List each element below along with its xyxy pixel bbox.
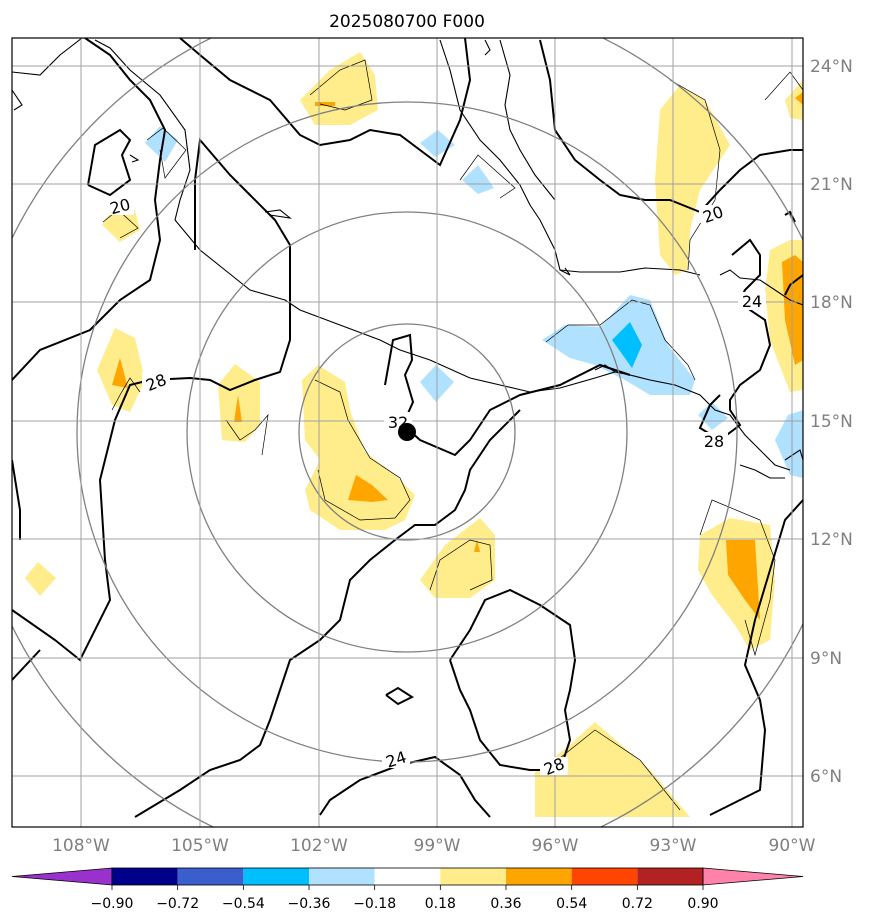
- lat-label: 12°N: [810, 530, 853, 550]
- shade-positive: [785, 80, 803, 120]
- map-frame: [11, 37, 804, 828]
- colorbar-extend-low: [11, 867, 113, 886]
- colorbar-tick-label: −0.72: [156, 896, 199, 912]
- lon-label: 108°W: [52, 836, 110, 856]
- longitude-labels: 108°W 105°W 102°W 99°W 96°W 93°W 90°W: [52, 836, 816, 856]
- colorbar-segment: [374, 868, 441, 885]
- colorbar: −0.90 −0.72 −0.54 −0.36 −0.18 0.18 0.36 0.54 0.7…: [11, 867, 804, 912]
- colorbar-tick-label: 0.54: [556, 896, 587, 912]
- shade-negative: [775, 410, 803, 478]
- lat-label: 9°N: [810, 649, 842, 669]
- lat-label: 6°N: [810, 767, 842, 787]
- latitude-labels: 24°N 21°N 18°N 15°N 12°N 9°N 6°N: [810, 57, 853, 787]
- colorbar-tick-label: 0.18: [425, 896, 456, 912]
- graticule: [12, 38, 803, 827]
- colorbar-extend-high: [702, 867, 804, 886]
- shade-positive: [302, 365, 415, 530]
- map-title: 2025080700 F000: [329, 12, 485, 32]
- shaded-anomaly-fields: [25, 52, 803, 817]
- shade-positive-strong: [315, 102, 335, 106]
- colorbar-segment: [112, 868, 178, 885]
- shade-negative: [462, 165, 494, 194]
- colorbar-segment: [637, 868, 703, 885]
- lat-label: 18°N: [810, 293, 853, 313]
- lon-label: 102°W: [290, 836, 348, 856]
- colorbar-tick-label: 0.90: [687, 896, 718, 912]
- colorbar-segment: [506, 868, 572, 885]
- colorbar-tick-label: 0.72: [622, 896, 653, 912]
- lon-label: 93°W: [650, 836, 697, 856]
- lon-label: 99°W: [414, 836, 461, 856]
- shade-positive-strong: [474, 540, 480, 552]
- contour-label: 28: [704, 432, 724, 451]
- shade-positive: [420, 518, 495, 598]
- colorbar-tick-label: −0.36: [288, 896, 331, 912]
- shade-positive: [655, 85, 730, 275]
- colorbar-segment: [309, 868, 375, 885]
- colorbar-segment: [243, 868, 309, 885]
- lon-label: 105°W: [171, 836, 229, 856]
- colorbar-tick-label: −0.18: [353, 896, 396, 912]
- colorbar-tick-label: −0.54: [222, 896, 265, 912]
- thin-contours: [102, 59, 803, 811]
- colorbar-tick-label: −0.90: [91, 896, 134, 912]
- shade-positive-strong: [348, 475, 388, 502]
- colorbar-tick-label: 0.36: [490, 896, 521, 912]
- contour-label: 24: [742, 292, 762, 311]
- contour-labels: 20 20 24 28 32 28 24 28: [106, 195, 766, 779]
- shade-positive: [535, 722, 690, 817]
- shade-positive-strong: [234, 395, 242, 422]
- colorbar-segment: [571, 868, 638, 885]
- storm-center-dot: [398, 423, 416, 441]
- thick-contours: [12, 38, 803, 818]
- lon-label: 96°W: [532, 836, 579, 856]
- shade-positive-strong: [795, 92, 803, 105]
- shade-positive-strong: [112, 358, 128, 388]
- shade-positive-strong: [726, 540, 760, 620]
- colorbar-segment: [440, 868, 506, 885]
- lon-label: 90°W: [769, 836, 816, 856]
- lat-label: 21°N: [810, 175, 853, 195]
- shade-positive: [25, 562, 56, 596]
- shade-negative: [698, 402, 728, 430]
- lat-label: 15°N: [810, 412, 853, 432]
- lat-label: 24°N: [810, 57, 853, 77]
- colorbar-outline: [111, 867, 704, 886]
- shade-negative-strong: [612, 322, 642, 368]
- colorbar-segment: [177, 868, 244, 885]
- contour-label: 20: [108, 195, 133, 219]
